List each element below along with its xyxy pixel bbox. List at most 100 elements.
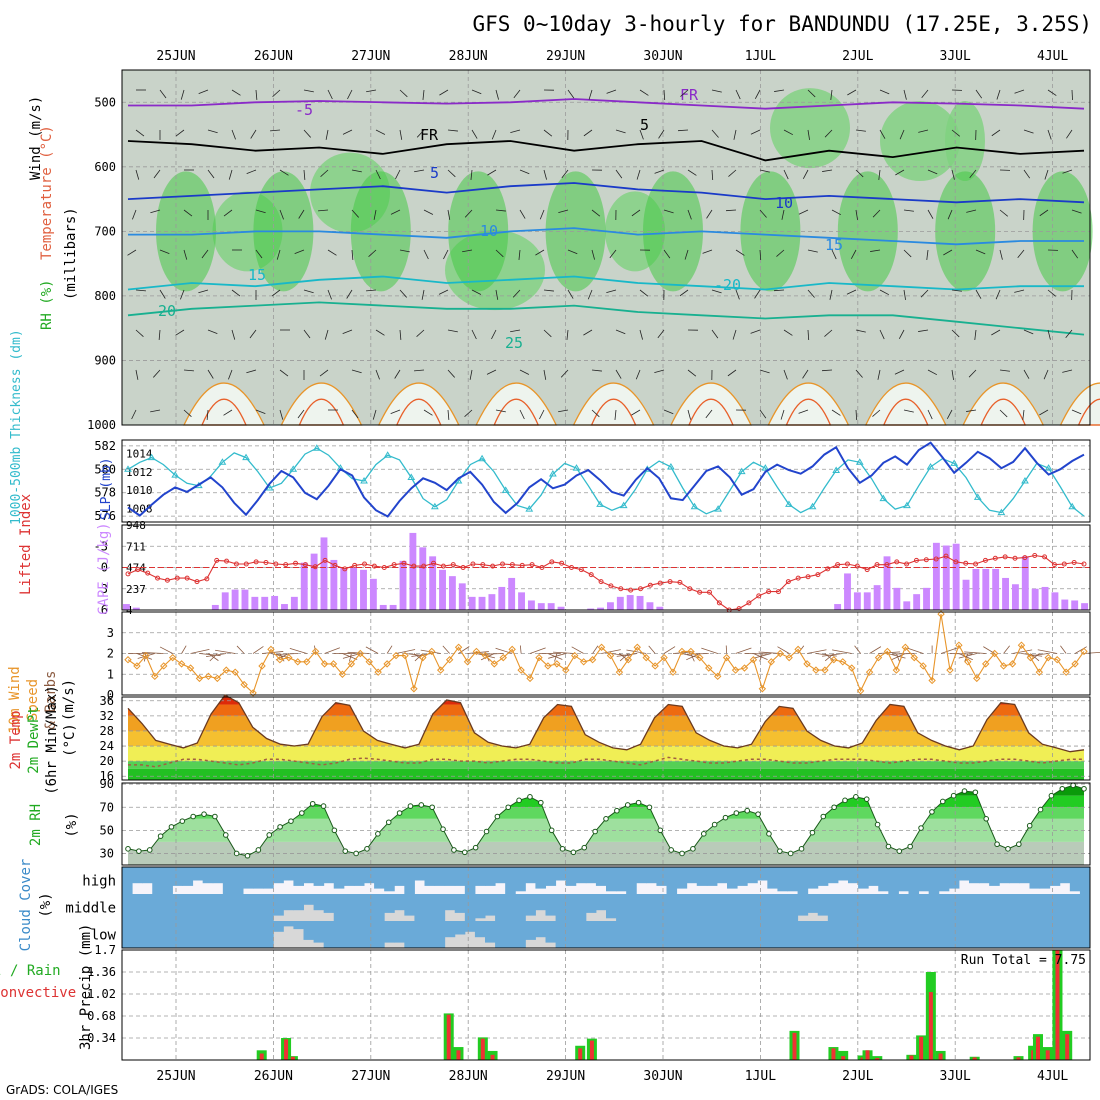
li-point [785, 579, 791, 585]
wind-barb [831, 409, 841, 416]
wind-barb [635, 369, 641, 380]
cloud-bar [444, 894, 456, 911]
top-date-label: 26JUN [254, 49, 293, 64]
cape-bar [251, 596, 259, 610]
wind-barb [639, 329, 643, 340]
wind-barb [495, 409, 506, 413]
cloud-bar [868, 894, 879, 921]
thickness-frame [121, 439, 1091, 523]
wind-barb [375, 369, 380, 380]
li-point [982, 557, 988, 563]
precip-run-total: Run Total = 7.75 [961, 953, 1086, 968]
wind-barb [319, 369, 329, 377]
plume-inner-2 [395, 398, 442, 426]
cloud-bar [969, 921, 980, 948]
li-point [283, 562, 289, 568]
wind10m-point [267, 645, 275, 654]
cloud-bar [353, 894, 365, 921]
cloud-bar [343, 921, 355, 948]
cloud-bar [162, 867, 173, 894]
cloud-bar [767, 921, 778, 948]
wind-barb [951, 369, 954, 380]
wind10m-point [490, 660, 499, 668]
wind-barb [464, 409, 473, 417]
cloud-bar [727, 921, 738, 948]
precip-convective-bar [589, 1040, 594, 1060]
wind-barb [780, 409, 785, 420]
wind10m-point [696, 653, 704, 662]
cloud-bar [747, 894, 758, 921]
cloud-bar [1069, 894, 1081, 921]
li-point [214, 557, 220, 563]
wind-barb [879, 89, 890, 95]
wind10m-barb [690, 653, 695, 662]
precip-total-label: Total / Rain [0, 963, 61, 979]
cloud-bar [1069, 867, 1081, 892]
wind-barb [223, 209, 233, 217]
cape-bar [883, 556, 891, 610]
cloud-bar [454, 867, 466, 886]
wind10m-barb [832, 649, 852, 654]
cloud-bar [253, 867, 264, 889]
wind10m-point [937, 610, 945, 618]
rh-point [831, 804, 837, 811]
cloud-bar [434, 921, 446, 948]
wind-barb [918, 329, 929, 332]
wind-barb [735, 249, 745, 256]
rh-core-3 [448, 171, 509, 292]
wind-barb [351, 169, 362, 173]
cloud-bar [666, 894, 678, 921]
cloud-bar [293, 894, 304, 911]
wind-barb [423, 209, 434, 215]
wind10m-point [571, 651, 579, 660]
rh-point [700, 831, 707, 837]
thickness-point [832, 466, 841, 473]
wind-barb [711, 289, 722, 294]
cape-bar [360, 569, 367, 610]
bottom-date-label: 29JUN [546, 1069, 585, 1084]
cloud-bar [152, 894, 163, 921]
cloud-bar [1039, 894, 1051, 921]
precip-convective-bar [928, 992, 933, 1060]
wind-barb [831, 249, 837, 260]
li-point [628, 587, 634, 593]
rh-point [244, 852, 251, 859]
temp-tick-label: 32 [100, 709, 114, 723]
cloud-category-label: middle [65, 901, 116, 917]
top-date-label: 27JUN [351, 49, 390, 64]
wind-barb [567, 289, 574, 299]
thickness-point [690, 502, 699, 510]
wind-barb [342, 129, 353, 135]
wind-barb [150, 209, 161, 214]
cloud-bar [958, 867, 970, 881]
plume-0 [182, 382, 266, 426]
wind10m-point [973, 674, 981, 683]
cloud-bar [273, 921, 284, 932]
temp-axis-label: (°C) [62, 723, 78, 757]
wind-barb [464, 209, 473, 218]
li-point [667, 579, 673, 585]
wind10m-point [883, 647, 892, 656]
cloud-bar [989, 894, 1000, 921]
cape-bar [656, 606, 664, 610]
wind10m-point [222, 666, 230, 674]
thickness-point [265, 484, 274, 491]
rh-tick-label: 90 [100, 777, 114, 791]
cloud-bar [313, 894, 325, 911]
wind10m-barb [1074, 646, 1087, 654]
wind-barb [135, 289, 146, 292]
wind-barb [969, 169, 977, 179]
wind-barb [510, 129, 521, 133]
cloud-bar [767, 867, 778, 889]
thickness-point [501, 486, 510, 493]
cloud-bar [142, 921, 153, 948]
rh-point [299, 810, 305, 816]
wind10m-point [651, 662, 659, 670]
cloud-bar [243, 894, 254, 921]
wind-barb [687, 409, 691, 420]
cloud-bar [565, 894, 577, 921]
cloud-bar [505, 867, 516, 894]
cloud-bar [485, 867, 496, 876]
wind-barb [439, 89, 449, 96]
wind10m-barb [940, 647, 958, 654]
